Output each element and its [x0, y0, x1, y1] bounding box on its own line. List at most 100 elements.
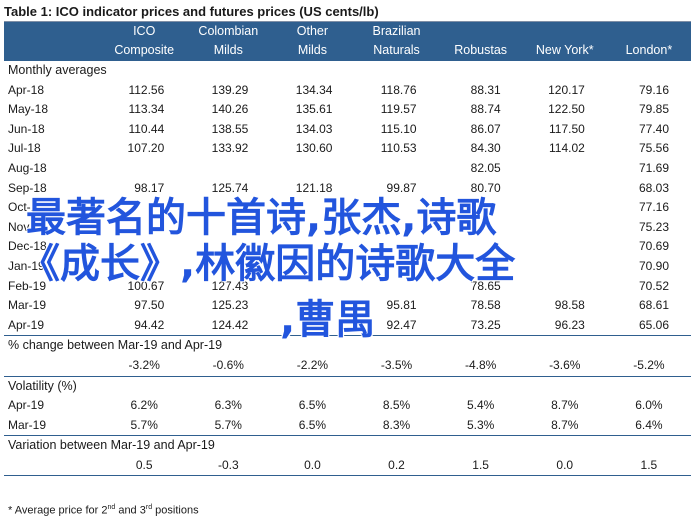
column-header: Naturals	[354, 41, 439, 61]
table-cell: 77.40	[638, 121, 669, 136]
table-row: Apr-18 112.56 139.29 134.34 118.76 88.31 120.1…	[4, 81, 691, 101]
table-cell	[354, 277, 438, 297]
table-cell: 121.18	[295, 180, 333, 195]
table-row: Mar-19 5.7% 5.7% 6.5% 8.3% 5.3% 8.7% 6.4%	[4, 416, 691, 436]
table-cell: 79.16	[638, 82, 669, 97]
table-cell: 99.87	[386, 180, 417, 195]
section-heading: % change between Mar-19 and Apr-19	[4, 335, 691, 356]
footnote-sup-nd: nd	[107, 504, 116, 511]
table-cell	[102, 257, 186, 277]
table-title: Table 1: ICO indicator prices and future…	[4, 4, 379, 19]
table-cell: 80.70	[470, 180, 501, 195]
footnote-sup-rd: rd	[145, 504, 153, 511]
section-heading-row: Monthly averages	[4, 59, 691, 81]
row-label: Aug-18	[8, 160, 47, 175]
table-cell: 96.23	[554, 317, 585, 332]
column-header: Composite	[102, 41, 187, 61]
table-cell: 82.05	[470, 160, 501, 175]
table-cell: 139.29	[211, 82, 249, 97]
table-cell	[523, 179, 607, 199]
table-cell	[439, 257, 523, 277]
table-cell	[186, 159, 270, 179]
row-label	[4, 356, 102, 376]
table-cell: 0.2	[354, 455, 439, 477]
table-cell: 125.23	[211, 298, 249, 313]
table-cell: 97.50	[134, 298, 165, 313]
table-cell	[186, 237, 270, 257]
table-cell: 118.76	[380, 82, 417, 97]
table-cell: 119.57	[380, 102, 417, 117]
table-cell: 120.17	[548, 82, 585, 97]
table-cell: 134.34	[295, 82, 333, 97]
column-header: Colombian	[186, 22, 271, 41]
table-row: Feb-19 100.67 127.43 78.65 70.52	[4, 277, 691, 297]
table-cell: 70.52	[638, 278, 669, 293]
table-cell: 100.67	[127, 278, 165, 293]
row-label: Oct-18	[8, 200, 45, 215]
table-body: Monthly averages Apr-18 112.56 139.29 134.34…	[4, 59, 691, 477]
table-row: Apr-19 94.42 124.42 92.47 73.25 96.23 65.06	[4, 316, 691, 336]
table-cell: 110.44	[128, 121, 165, 136]
table-cell: 86.07	[470, 121, 501, 136]
table-cell: 112.56	[128, 82, 165, 97]
table-row: Oct-18 77.16	[4, 198, 691, 218]
price-table: ICO Colombian Other Brazilian Composite Milds…	[4, 22, 691, 477]
table-cell: 124.42	[211, 317, 249, 332]
row-label: Apr-19	[8, 317, 45, 332]
column-header: Milds	[270, 41, 355, 61]
table-row: Jun-18 110.44 138.55 134.03 115.10 86.07 117.5…	[4, 120, 691, 140]
table-cell	[354, 159, 438, 179]
table-cell: 5.3%	[466, 417, 495, 432]
table-cell: 78.58	[470, 298, 501, 313]
table-cell: 0.5	[102, 455, 187, 477]
table-cell	[270, 159, 354, 179]
table-cell: 8.7%	[551, 398, 579, 413]
table-cell	[523, 237, 607, 257]
table-cell	[354, 237, 438, 257]
table-cell	[354, 198, 438, 218]
table-cell	[523, 159, 607, 179]
table-cell: -2.2%	[296, 357, 329, 372]
column-header	[522, 22, 607, 41]
table-cell	[270, 316, 354, 336]
table-cell: 114.02	[548, 141, 585, 156]
table-cell: 95.81	[386, 298, 417, 313]
table-cell: -4.8%	[464, 357, 497, 372]
table-row: -3.2% -0.6% -2.2% -3.5% -4.8% -3.6% -5.2%	[4, 356, 691, 376]
footnote-suffix: positions	[152, 504, 199, 517]
column-header	[606, 22, 691, 41]
section-heading: Monthly averages	[4, 59, 691, 81]
table-cell: 133.92	[211, 141, 249, 156]
table-cell: 78.65	[470, 278, 501, 293]
column-header	[438, 22, 523, 41]
table-cell: 130.60	[295, 141, 333, 156]
table-cell: 65.06	[638, 317, 669, 332]
table-cell	[102, 159, 186, 179]
row-label: Jul-18	[8, 141, 41, 156]
column-header: Robustas	[438, 41, 523, 61]
table-cell: 98.17	[134, 180, 165, 195]
table-cell: -0.3	[186, 455, 271, 477]
table-cell: 1.5	[438, 455, 523, 477]
table-cell: 92.47	[386, 317, 417, 332]
table-row: Mar-19 97.50 125.23 95.81 78.58 98.58 68.61	[4, 296, 691, 316]
row-label: Feb-19	[8, 278, 47, 293]
table-cell	[102, 198, 186, 218]
column-header	[4, 41, 103, 61]
table-cell: 140.26	[211, 102, 249, 117]
column-header: ICO	[102, 22, 187, 41]
row-label: Jan-19	[8, 258, 45, 273]
table-cell	[270, 296, 354, 316]
table-cell: 110.53	[380, 141, 417, 156]
table-cell: 6.5%	[298, 398, 327, 413]
table-cell: 6.2%	[130, 398, 158, 413]
table-cell: -3.6%	[549, 357, 581, 372]
table-cell	[439, 218, 523, 238]
table-cell	[439, 198, 523, 218]
table-cell	[270, 277, 354, 297]
row-label: Dec-18	[8, 239, 47, 254]
table-cell: 75.56	[638, 141, 669, 156]
column-header: London*	[606, 41, 691, 61]
table-cell: -3.5%	[380, 357, 413, 372]
